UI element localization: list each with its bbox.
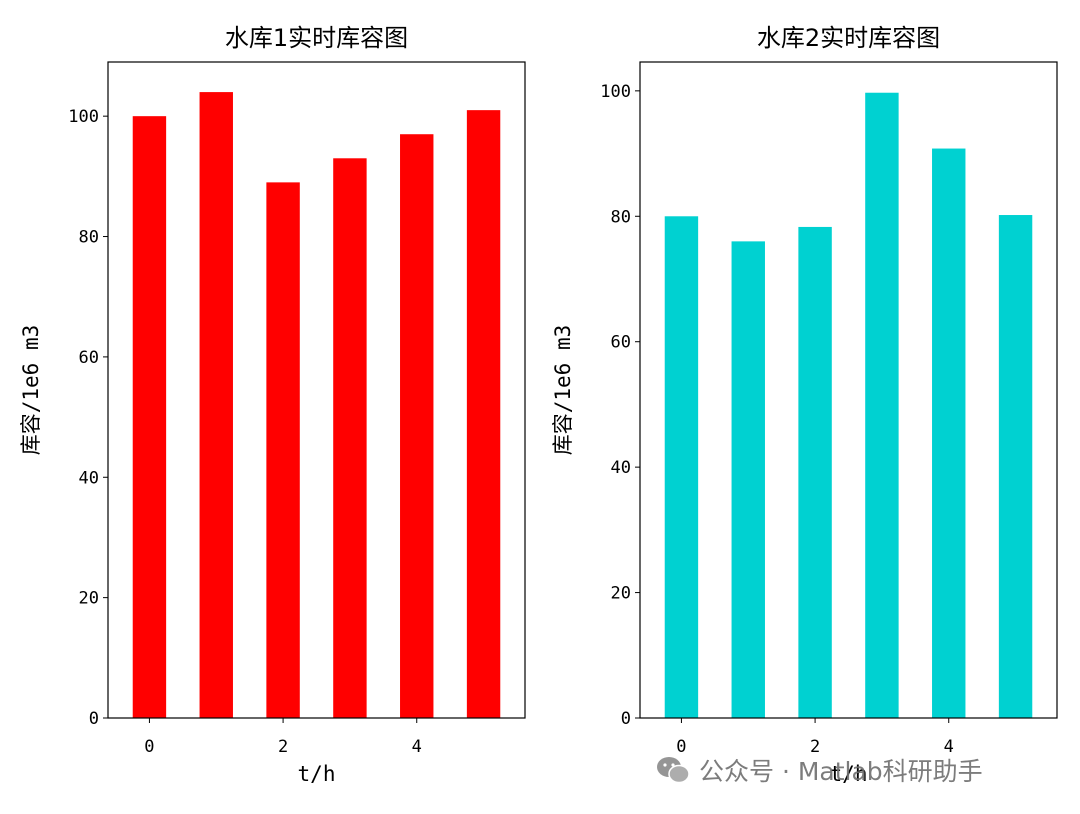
y-tick-label: 20 <box>611 584 631 604</box>
y-tick-label: 60 <box>79 348 99 368</box>
chart-panel-1: 0 20 40 60 80 100 0 2 4 水库1实时库容图 t/h 库容/1e6 m3 <box>19 24 526 786</box>
y-tick-label: 0 <box>621 709 631 729</box>
bar <box>199 92 233 719</box>
x-tick-label: 4 <box>412 737 422 757</box>
axes-frame <box>639 61 1058 719</box>
chart-title: 水库2实时库容图 <box>757 24 940 52</box>
watermark-text: 公众号 · Matlab科研助手 <box>699 757 983 786</box>
y-tick-label: 100 <box>68 107 99 127</box>
y-tick-label: 100 <box>600 82 631 102</box>
bar <box>731 241 765 718</box>
y-axis-label: 库容/1e6 m3 <box>551 325 575 456</box>
y-tick-label: 80 <box>79 228 99 248</box>
watermark: 公众号 · Matlab科研助手 <box>655 752 983 788</box>
x-tick-label: 0 <box>144 737 154 757</box>
bar <box>998 215 1033 719</box>
x-axis-label: t/h <box>830 762 868 786</box>
bar <box>664 216 699 718</box>
x-tick-label: 2 <box>278 737 288 757</box>
wechat-icon <box>657 757 690 784</box>
x-axis-label: t/h <box>298 762 336 786</box>
bar <box>132 116 167 718</box>
x-tick-label: 4 <box>944 737 954 757</box>
bar <box>333 158 367 718</box>
chart-panel-2: 0 20 40 60 80 100 0 2 4 水库2实时库容图 t/h 库容/1e6 m3 <box>551 24 1058 786</box>
y-tick-label: 60 <box>611 333 631 353</box>
x-tick-label: 2 <box>810 737 820 757</box>
y-tick-label: 40 <box>79 468 99 488</box>
x-tick-label: 0 <box>676 737 686 757</box>
y-tick-label: 40 <box>611 458 631 478</box>
y-tick-label: 0 <box>89 709 99 729</box>
bar <box>266 182 300 719</box>
chart-title: 水库1实时库容图 <box>225 24 408 52</box>
bar <box>865 92 899 718</box>
y-axis-label: 库容/1e6 m3 <box>19 325 43 456</box>
bar <box>798 226 832 718</box>
bar <box>400 134 434 718</box>
bar <box>932 148 966 718</box>
axes-frame <box>107 61 526 719</box>
bar <box>466 110 501 718</box>
y-tick-label: 20 <box>79 589 99 609</box>
y-tick-label: 80 <box>611 207 631 227</box>
